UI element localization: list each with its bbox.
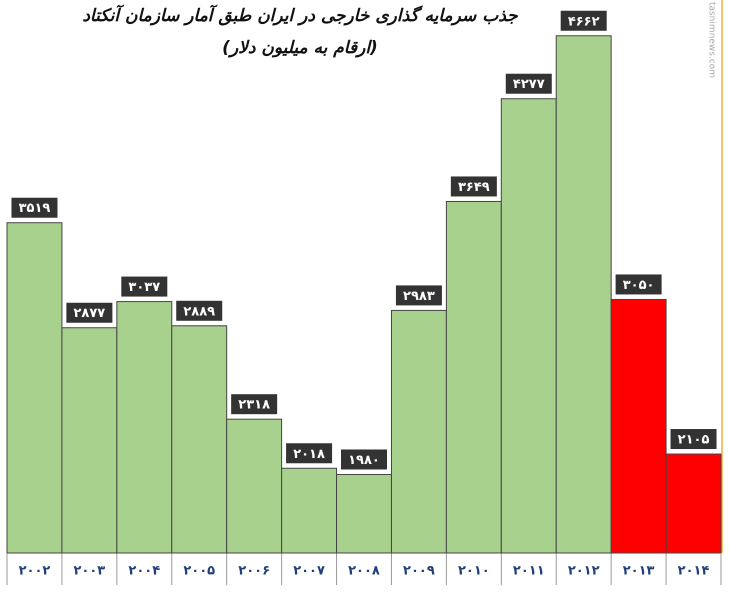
value-label-bg: [341, 449, 387, 470]
value-label-bg: [66, 302, 113, 323]
value-label-bg: [231, 394, 278, 415]
bar: [116, 301, 173, 554]
value-label: ۳۵۱۹: [19, 201, 51, 216]
chart-subtitle: (ارقام به میلیون دلار): [222, 38, 378, 58]
value-label: ۳۰۵۰: [623, 278, 655, 293]
x-tick-label: ۲۰۰۶: [238, 564, 270, 579]
value-label: ۲۳۱۸: [238, 398, 270, 413]
value-label-bg: [450, 176, 497, 197]
bar: [555, 35, 612, 554]
value-label-bg: [11, 197, 58, 218]
bar: [171, 325, 228, 554]
value-label-bg: [615, 274, 662, 295]
value-label-bg: [286, 443, 333, 464]
value-label: ۱۹۸۰: [348, 453, 380, 468]
bar: [6, 222, 63, 554]
x-tick-label: ۲۰۱۱: [513, 564, 545, 579]
value-label: ۴۲۷۷: [513, 77, 545, 92]
chart-title: جذب سرمایه گذاری خارجی در ایران طبق آمار…: [82, 4, 518, 26]
x-tick-label: ۲۰۱۳: [623, 564, 655, 579]
x-tick-label: ۲۰۰۵: [183, 564, 215, 579]
bar: [610, 298, 667, 554]
bar: [226, 418, 283, 554]
bar: [500, 98, 557, 554]
x-tick-label: ۲۰۰۳: [74, 564, 106, 579]
value-label: ۴۶۶۲: [568, 14, 600, 29]
value-label: ۲۱۰۵: [678, 433, 710, 448]
value-label: ۳۰۳۷: [128, 280, 160, 295]
bar: [390, 309, 447, 554]
x-tick-label: ۲۰۰۹: [403, 564, 435, 579]
bar: [665, 453, 722, 554]
bar: [61, 327, 118, 554]
bar: [445, 200, 502, 554]
bar: [281, 467, 338, 554]
x-tick-label: ۲۰۱۲: [568, 564, 600, 579]
value-label-bg: [395, 285, 442, 306]
value-label-bg: [176, 300, 223, 321]
bar: [336, 473, 392, 554]
value-label-bg: [505, 73, 552, 94]
value-label: ۳۶۴۹: [458, 180, 490, 195]
value-label: ۲۸۷۷: [74, 306, 106, 321]
x-tick-label: ۲۰۰۴: [128, 564, 160, 579]
value-label: ۲۸۸۹: [183, 304, 215, 319]
watermark: tasnimnews.com: [707, 2, 717, 78]
value-label: ۲۰۱۸: [293, 447, 325, 462]
value-label: ۲۹۸۳: [403, 289, 435, 304]
value-label-bg: [670, 429, 717, 450]
x-tick-label: ۲۰۱۰: [458, 564, 490, 579]
x-tick-label: ۲۰۰۲: [19, 564, 51, 579]
x-tick-label: ۲۰۱۴: [678, 564, 710, 579]
value-label-bg: [121, 276, 168, 297]
value-label-bg: [560, 10, 607, 31]
x-tick-label: ۲۰۰۷: [293, 564, 325, 579]
x-tick-label: ۲۰۰۸: [348, 564, 380, 579]
